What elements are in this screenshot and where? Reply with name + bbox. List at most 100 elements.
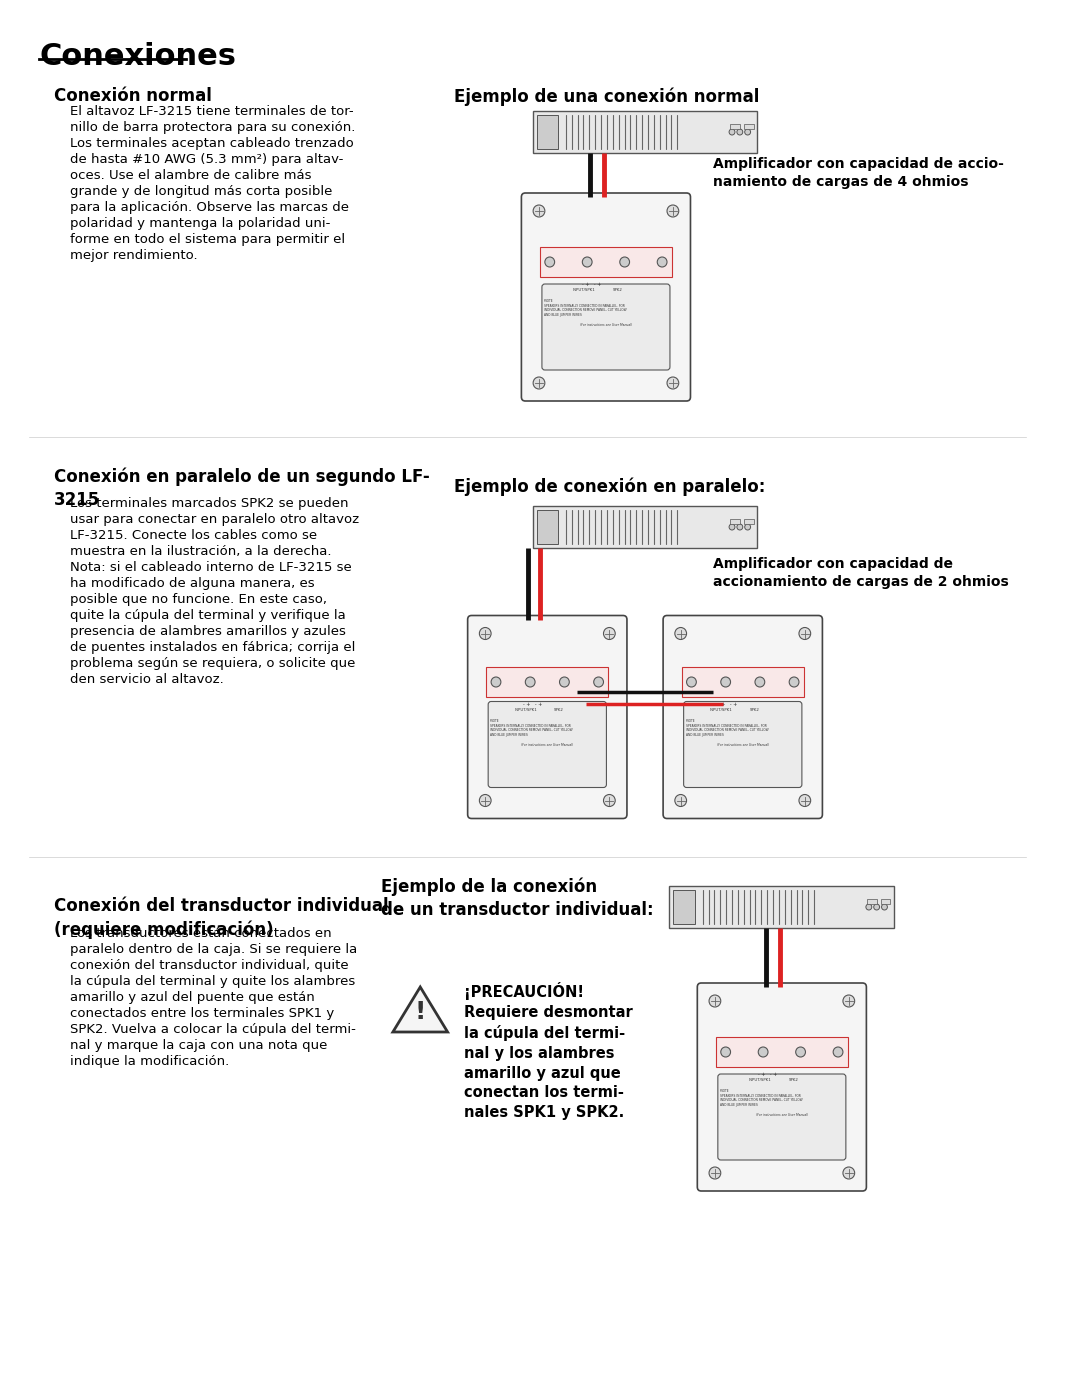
- Text: Conexión en paralelo de un segundo LF-
3215: Conexión en paralelo de un segundo LF- 3…: [54, 467, 430, 509]
- Circle shape: [710, 1166, 720, 1179]
- Circle shape: [534, 205, 544, 217]
- Text: INPUT/SPK1: INPUT/SPK1: [573, 288, 596, 292]
- Text: para la aplicación. Observe las marcas de: para la aplicación. Observe las marcas d…: [70, 201, 349, 214]
- Text: oces. Use el alambre de calibre más: oces. Use el alambre de calibre más: [70, 169, 312, 182]
- Circle shape: [658, 257, 667, 267]
- Text: - +   - +: - + - +: [757, 1071, 777, 1077]
- Circle shape: [710, 995, 720, 1007]
- Text: indique la modificación.: indique la modificación.: [70, 1055, 230, 1067]
- Circle shape: [720, 1046, 730, 1058]
- Text: SPK2: SPK2: [750, 708, 759, 712]
- Bar: [744, 520, 754, 524]
- Circle shape: [745, 129, 751, 136]
- Bar: [730, 520, 740, 524]
- Text: mejor rendimiento.: mejor rendimiento.: [70, 249, 198, 263]
- Circle shape: [525, 678, 535, 687]
- Text: ha modificado de alguna manera, es: ha modificado de alguna manera, es: [70, 577, 315, 590]
- Text: (For instructions see User Manual): (For instructions see User Manual): [756, 1113, 808, 1118]
- Text: Conexiones: Conexiones: [39, 42, 237, 71]
- Text: SPK2: SPK2: [554, 708, 564, 712]
- FancyBboxPatch shape: [522, 193, 690, 401]
- Text: nal y marque la caja con una nota que: nal y marque la caja con una nota que: [70, 1039, 327, 1052]
- Circle shape: [874, 904, 879, 909]
- Text: Ejemplo de conexión en paralelo:: Ejemplo de conexión en paralelo:: [455, 476, 766, 496]
- Text: den servicio al altavoz.: den servicio al altavoz.: [70, 673, 225, 686]
- Text: El altavoz LF-3215 tiene terminales de tor-: El altavoz LF-3215 tiene terminales de t…: [70, 105, 354, 117]
- Circle shape: [491, 678, 501, 687]
- Circle shape: [667, 377, 678, 388]
- Text: de hasta #10 AWG (5.3 mm²) para altav-: de hasta #10 AWG (5.3 mm²) para altav-: [70, 154, 343, 166]
- Circle shape: [559, 678, 569, 687]
- Circle shape: [729, 129, 735, 136]
- Text: Los terminales marcados SPK2 se pueden: Los terminales marcados SPK2 se pueden: [70, 497, 349, 510]
- Text: Los transductores están conectados en: Los transductores están conectados en: [70, 928, 332, 940]
- Circle shape: [582, 257, 592, 267]
- Text: forme en todo el sistema para permitir el: forme en todo el sistema para permitir e…: [70, 233, 346, 246]
- Circle shape: [745, 524, 751, 529]
- Circle shape: [675, 795, 687, 806]
- Text: *NOTE
SPEAKERS INTERNALLY CONNECTED IN PARALLEL. FOR
INDIVIDUAL CONNECTION REMOV: *NOTE SPEAKERS INTERNALLY CONNECTED IN P…: [544, 299, 626, 317]
- Circle shape: [604, 795, 616, 806]
- Text: - +   - +: - + - +: [718, 703, 738, 707]
- Text: Amplificador con capacidad de accio-
namiento de cargas de 4 ohmios: Amplificador con capacidad de accio- nam…: [714, 156, 1004, 190]
- Text: Conexión normal: Conexión normal: [54, 87, 212, 105]
- Circle shape: [737, 524, 743, 529]
- FancyBboxPatch shape: [663, 616, 822, 819]
- Bar: [730, 124, 740, 129]
- Text: ¡PRECAUCIÓN!
Requiere desmontar
la cúpula del termi-
nal y los alambres
amarillo: ¡PRECAUCIÓN! Requiere desmontar la cúpul…: [464, 982, 633, 1120]
- Text: - +   - +: - + - +: [523, 703, 542, 707]
- Circle shape: [534, 377, 544, 388]
- Bar: [744, 124, 754, 129]
- Text: *NOTE
SPEAKERS INTERNALLY CONNECTED IN PARALLEL. FOR
INDIVIDUAL CONNECTION REMOV: *NOTE SPEAKERS INTERNALLY CONNECTED IN P…: [490, 719, 572, 736]
- Text: usar para conectar en paralelo otro altavoz: usar para conectar en paralelo otro alta…: [70, 513, 360, 527]
- Circle shape: [799, 795, 811, 806]
- FancyBboxPatch shape: [684, 701, 801, 788]
- Text: SPK2. Vuelva a colocar la cúpula del termi-: SPK2. Vuelva a colocar la cúpula del ter…: [70, 1023, 356, 1037]
- Text: paralelo dentro de la caja. Si se requiere la: paralelo dentro de la caja. Si se requie…: [70, 943, 357, 956]
- Circle shape: [789, 678, 799, 687]
- Text: LF-3215. Conecte los cables como se: LF-3215. Conecte los cables como se: [70, 529, 318, 542]
- Circle shape: [604, 627, 616, 640]
- Bar: [681, 666, 804, 697]
- Text: SPK2: SPK2: [612, 288, 622, 292]
- Text: grande y de longitud más corta posible: grande y de longitud más corta posible: [70, 184, 333, 198]
- Circle shape: [833, 1046, 842, 1058]
- Circle shape: [796, 1046, 806, 1058]
- Bar: [486, 666, 608, 697]
- FancyBboxPatch shape: [670, 886, 894, 928]
- FancyBboxPatch shape: [718, 1074, 846, 1160]
- FancyBboxPatch shape: [698, 983, 866, 1192]
- Text: la cúpula del terminal y quite los alambres: la cúpula del terminal y quite los alamb…: [70, 975, 355, 988]
- Text: Conexión del transductor individual
(requiere modificación): Conexión del transductor individual (req…: [54, 897, 389, 939]
- Text: problema según se requiera, o solicite que: problema según se requiera, o solicite q…: [70, 657, 355, 671]
- Circle shape: [799, 627, 811, 640]
- Bar: [867, 900, 877, 904]
- Text: INPUT/SPK1: INPUT/SPK1: [710, 708, 732, 712]
- Circle shape: [842, 1166, 854, 1179]
- Text: Ejemplo de la conexión
de un transductor individual:: Ejemplo de la conexión de un transductor…: [381, 877, 653, 919]
- Circle shape: [720, 678, 730, 687]
- Circle shape: [675, 627, 687, 640]
- Circle shape: [594, 678, 604, 687]
- Text: de puentes instalados en fábrica; corrija el: de puentes instalados en fábrica; corrij…: [70, 641, 355, 654]
- Text: *NOTE
SPEAKERS INTERNALLY CONNECTED IN PARALLEL. FOR
INDIVIDUAL CONNECTION REMOV: *NOTE SPEAKERS INTERNALLY CONNECTED IN P…: [719, 1090, 802, 1106]
- Text: INPUT/SPK1: INPUT/SPK1: [514, 708, 537, 712]
- Text: INPUT/SPK1: INPUT/SPK1: [748, 1078, 772, 1083]
- Bar: [537, 115, 558, 149]
- Text: (For instructions see User Manual): (For instructions see User Manual): [717, 743, 769, 747]
- Circle shape: [667, 205, 678, 217]
- Circle shape: [544, 257, 555, 267]
- Text: polaridad y mantenga la polaridad uni-: polaridad y mantenga la polaridad uni-: [70, 217, 330, 231]
- Text: Nota: si el cableado interno de LF-3215 se: Nota: si el cableado interno de LF-3215 …: [70, 562, 352, 574]
- Circle shape: [480, 627, 491, 640]
- Text: conectados entre los terminales SPK1 y: conectados entre los terminales SPK1 y: [70, 1007, 335, 1020]
- Circle shape: [842, 995, 854, 1007]
- Circle shape: [881, 904, 888, 909]
- Text: !: !: [415, 1000, 426, 1024]
- Circle shape: [737, 129, 743, 136]
- Bar: [540, 247, 672, 277]
- Text: conexión del transductor individual, quite: conexión del transductor individual, qui…: [70, 958, 349, 972]
- Text: amarillo y azul del puente que están: amarillo y azul del puente que están: [70, 990, 315, 1004]
- Circle shape: [620, 257, 630, 267]
- Text: quite la cúpula del terminal y verifique la: quite la cúpula del terminal y verifique…: [70, 609, 346, 622]
